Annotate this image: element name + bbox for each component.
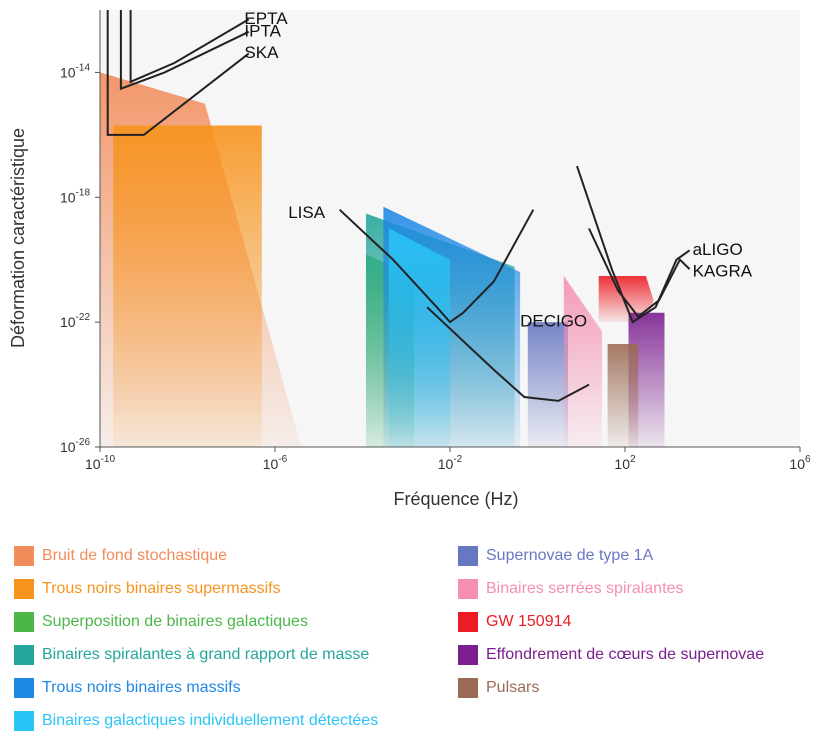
area-pulsars: [607, 344, 639, 447]
legend-label: Binaires galactiques individuellement dé…: [42, 712, 379, 729]
curve-ska: [106, 10, 250, 136]
curve-aligo: [576, 165, 691, 324]
label-aligo: aLIGO: [693, 240, 743, 259]
legend-item: Binaires serrées spiralantes: [458, 579, 683, 599]
area-gw-150914: [598, 276, 654, 323]
x-tick-label: 10-6: [263, 454, 288, 472]
legend-item: GW 150914: [458, 612, 571, 632]
label-kagra: KAGRA: [693, 262, 753, 281]
source-areas: [100, 72, 665, 448]
legend-swatch: [14, 678, 34, 698]
x-axis-label: Fréquence (Hz): [393, 489, 518, 509]
legend-label: Binaires spiralantes à grand rapport de …: [42, 646, 370, 663]
legend-swatch: [14, 711, 34, 731]
legend-swatch: [458, 546, 478, 566]
legend-label: GW 150914: [486, 613, 572, 630]
legend-swatch: [14, 546, 34, 566]
legend-swatch: [14, 612, 34, 632]
label-lisa: LISA: [288, 203, 326, 222]
curve-ipta: [119, 10, 250, 91]
legend-label: Superposition de binaires galactiques: [42, 613, 308, 630]
legend-item: Trous noirs binaires supermassifs: [14, 579, 281, 599]
x-tick-label: 106: [789, 454, 811, 472]
legend-swatch: [14, 579, 34, 599]
legend-label: Binaires serrées spiralantes: [486, 580, 684, 597]
label-epta: EPTA: [244, 9, 288, 28]
y-tick-label: 10-22: [60, 312, 90, 330]
legend-item: Pulsars: [458, 678, 539, 698]
axis-ticks: 10-10 10-6 10-2 102 106 10-14 10-18 10-22 10-26: [60, 62, 811, 472]
x-tick-label: 10-2: [438, 454, 463, 472]
area-binaires-galactiques-individuellement-detectees: [388, 228, 450, 447]
legend-swatch: [14, 645, 34, 665]
legend-item: Bruit de fond stochastique: [14, 546, 227, 566]
legend-item: Superposition de binaires galactiques: [14, 612, 308, 632]
legend-label: Bruit de fond stochastique: [42, 547, 228, 564]
curve-lisa: [338, 208, 535, 324]
area-binaires-serrees-spiralantes: [563, 276, 603, 447]
legend-item: Binaires spiralantes à grand rapport de …: [14, 645, 369, 665]
curve-decigo: [426, 306, 590, 402]
legend-label: Effondrement de cœurs de supernovae: [486, 646, 765, 663]
y-axis-label: Déformation caractéristique: [8, 128, 28, 348]
label-ska: SKA: [244, 43, 279, 62]
legend-item: Binaires galactiques individuellement dé…: [14, 711, 378, 731]
area-supernovae-de-type-1a: [527, 322, 569, 447]
legend-swatch: [458, 645, 478, 665]
y-tick-label: 10-26: [60, 437, 90, 455]
label-ipta: IPTA: [244, 21, 281, 40]
y-tick-label: 10-18: [60, 187, 90, 205]
legend: Bruit de fond stochastique Trous noirs bi…: [0, 546, 816, 746]
x-tick-label: 102: [614, 454, 636, 472]
legend-item: Effondrement de cœurs de supernovae: [458, 645, 764, 665]
x-tick-label: 10-10: [85, 454, 115, 472]
legend-swatch: [458, 612, 478, 632]
legend-swatch: [458, 579, 478, 599]
legend-item: Supernovae de type 1A: [458, 546, 653, 566]
legend-label: Trous noirs binaires supermassifs: [42, 580, 281, 597]
curve-epta: [129, 10, 250, 84]
legend-label: Supernovae de type 1A: [486, 547, 654, 564]
curve-kagra: [588, 228, 691, 319]
y-tick-label: 10-14: [60, 62, 90, 80]
legend-item: Trous noirs binaires massifs: [14, 678, 241, 698]
area-trous-noirs-binaires-supermassifs: [113, 125, 262, 447]
legend-label: Pulsars: [486, 679, 540, 696]
legend-swatch: [458, 678, 478, 698]
label-decigo: DECIGO: [520, 312, 587, 331]
legend-label: Trous noirs binaires massifs: [42, 679, 241, 696]
